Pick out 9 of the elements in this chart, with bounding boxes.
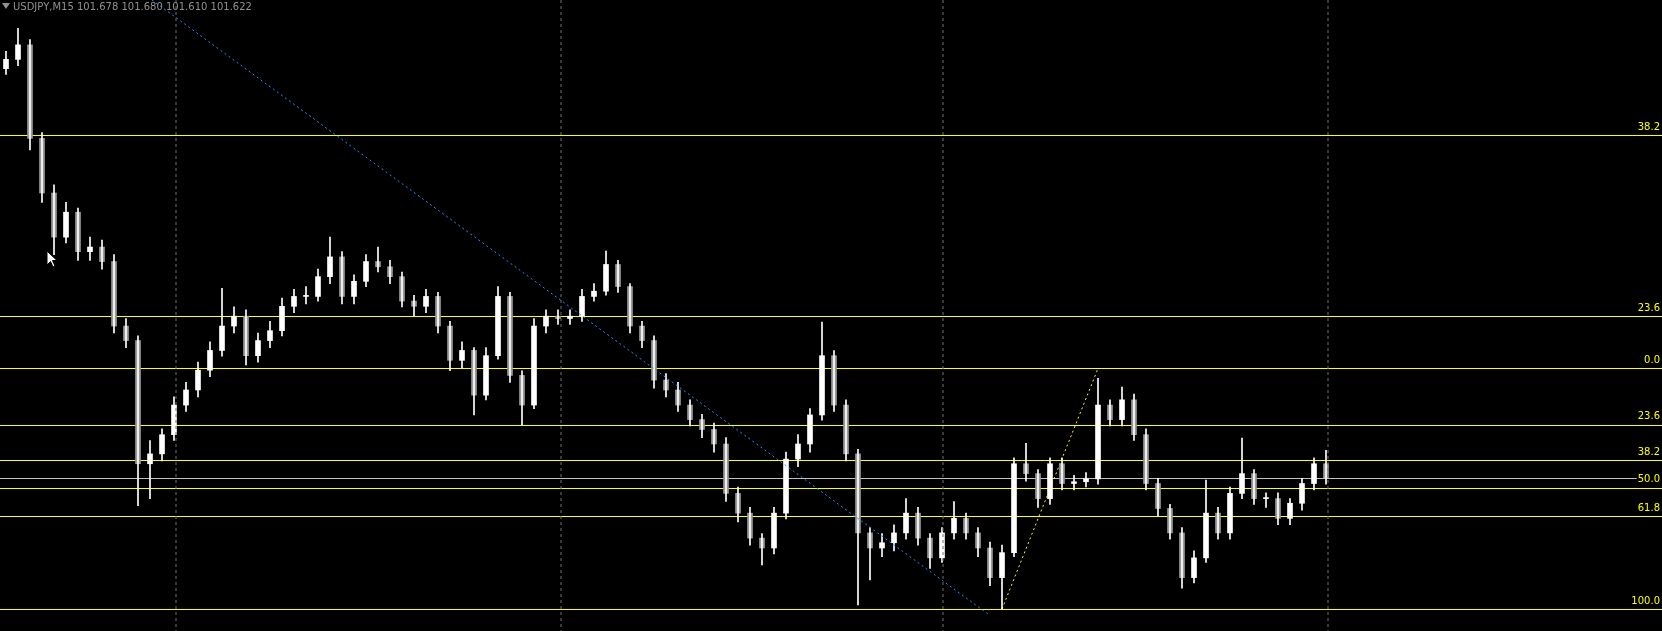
annotation: 23.6 [1637, 410, 1660, 422]
annotation: 50.0 [1637, 473, 1660, 485]
annotation: 23.6 [1637, 301, 1660, 313]
chart-title: USDJPY,M15 101.678 101.680 101.610 101.622 [13, 1, 252, 12]
annotation: 100.0 [1631, 594, 1660, 606]
annotation: 61.8 [1637, 501, 1660, 513]
annotation: 38.2 [1637, 445, 1660, 457]
annotation: 0.0 [1644, 354, 1660, 366]
annotation: 38.2 [1637, 121, 1660, 133]
